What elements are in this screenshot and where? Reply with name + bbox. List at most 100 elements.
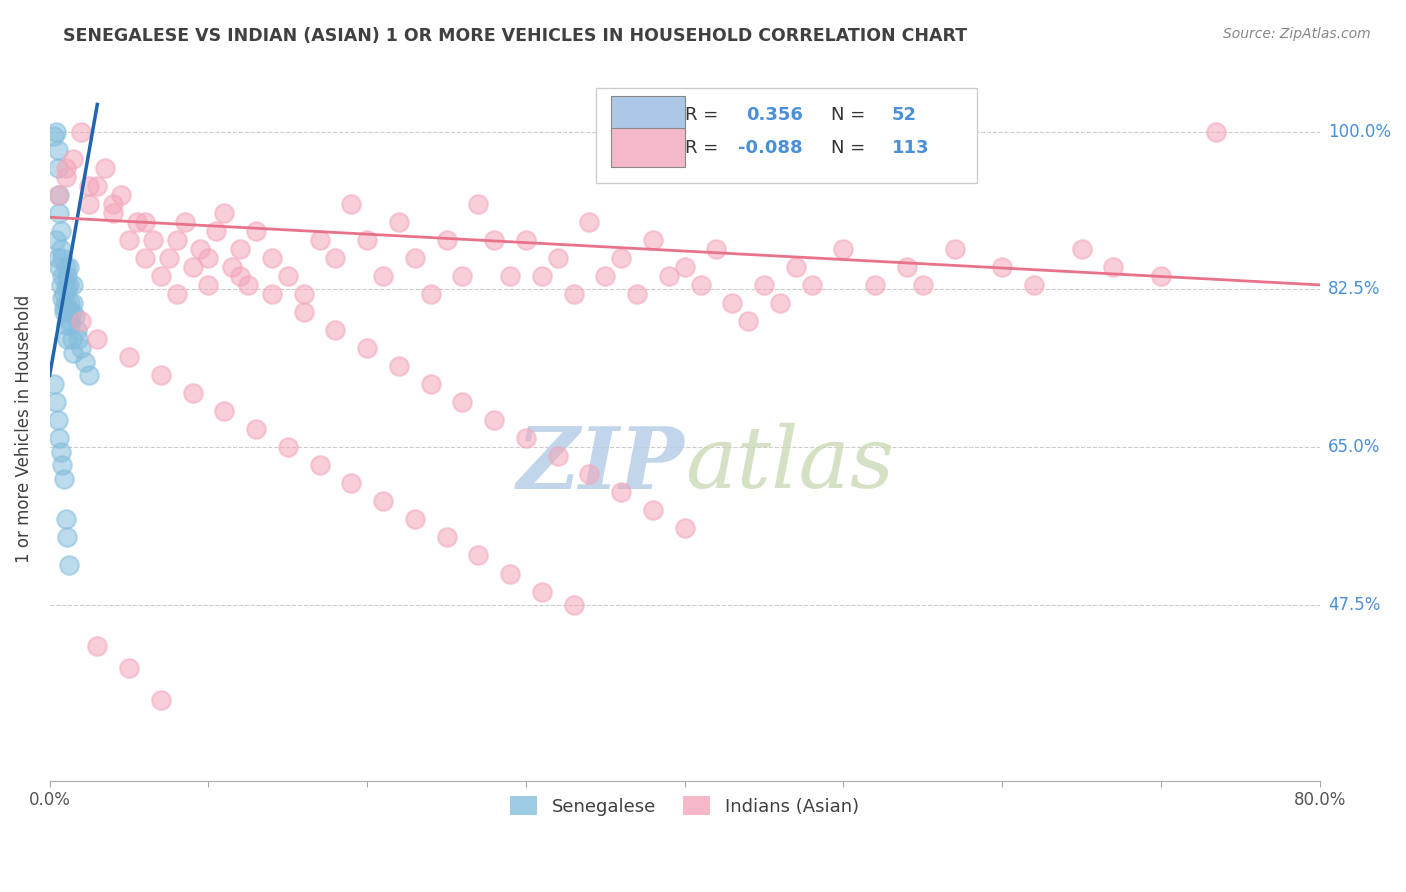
Point <box>62 345 84 359</box>
Point <box>673 521 696 535</box>
Point <box>371 494 394 508</box>
Point <box>467 196 489 211</box>
Point <box>70 341 93 355</box>
Point <box>134 251 156 265</box>
Point <box>325 251 347 265</box>
Point <box>641 233 664 247</box>
Point <box>48 205 70 219</box>
Point <box>52 472 75 486</box>
Point <box>482 413 505 427</box>
Point <box>66 323 89 337</box>
Point <box>67 332 90 346</box>
Point <box>48 260 70 274</box>
Point <box>260 251 283 265</box>
Point <box>118 350 141 364</box>
Point <box>56 282 79 296</box>
Point <box>943 242 966 256</box>
Point <box>800 277 823 292</box>
Point <box>52 301 75 315</box>
Point <box>292 287 315 301</box>
Point <box>214 404 236 418</box>
Point <box>404 512 426 526</box>
Point <box>55 512 77 526</box>
Point <box>530 584 553 599</box>
Point <box>51 292 73 306</box>
Point <box>49 277 72 292</box>
FancyBboxPatch shape <box>596 88 977 183</box>
Point <box>44 377 66 392</box>
Point <box>673 260 696 274</box>
Point <box>737 314 759 328</box>
Point <box>62 296 84 310</box>
Point <box>641 503 664 517</box>
Point <box>157 251 180 265</box>
Point <box>55 161 77 175</box>
Point <box>46 161 69 175</box>
Point <box>214 205 236 219</box>
Point <box>863 277 886 292</box>
Point <box>419 287 441 301</box>
Point <box>515 431 537 445</box>
Point <box>86 332 108 346</box>
Point <box>46 187 69 202</box>
Point <box>94 161 117 175</box>
Point <box>721 296 744 310</box>
Point <box>46 413 69 427</box>
Point <box>562 598 585 612</box>
Point <box>49 444 72 458</box>
Point <box>166 233 188 247</box>
Point <box>451 395 474 409</box>
Point <box>59 314 82 328</box>
Point <box>49 224 72 238</box>
Point <box>626 287 648 301</box>
Point <box>55 277 77 292</box>
Point <box>56 268 79 283</box>
Point <box>356 233 378 247</box>
Text: N =: N = <box>831 139 865 157</box>
Point <box>229 268 252 283</box>
Point <box>1102 260 1125 274</box>
Point <box>58 277 80 292</box>
Point <box>51 458 73 473</box>
Point <box>277 440 299 454</box>
Point <box>1205 124 1227 138</box>
Point <box>595 268 617 283</box>
Point <box>55 260 77 274</box>
Point <box>59 318 82 333</box>
Text: 100.0%: 100.0% <box>1329 122 1391 141</box>
Point <box>832 242 855 256</box>
Point <box>55 296 77 310</box>
Point <box>1070 242 1092 256</box>
Text: 82.5%: 82.5% <box>1329 280 1381 299</box>
Point <box>63 310 86 324</box>
Point <box>52 287 75 301</box>
Point <box>785 260 807 274</box>
Point <box>991 260 1014 274</box>
Point <box>467 549 489 563</box>
Point <box>658 268 681 283</box>
Text: 0.356: 0.356 <box>745 106 803 124</box>
Text: 52: 52 <box>891 106 917 124</box>
Point <box>181 260 204 274</box>
Point <box>578 215 600 229</box>
Text: atlas: atlas <box>685 423 894 506</box>
Point <box>46 143 69 157</box>
Point <box>118 661 141 675</box>
Point <box>277 268 299 283</box>
Point <box>149 268 172 283</box>
Point <box>173 215 195 229</box>
Point <box>245 224 267 238</box>
Point <box>142 233 165 247</box>
Point <box>118 233 141 247</box>
Point <box>181 386 204 401</box>
Point <box>1022 277 1045 292</box>
Point <box>149 693 172 707</box>
Point <box>236 277 259 292</box>
Point <box>451 268 474 283</box>
Point <box>52 305 75 319</box>
FancyBboxPatch shape <box>612 128 685 168</box>
Text: SENEGALESE VS INDIAN (ASIAN) 1 OR MORE VEHICLES IN HOUSEHOLD CORRELATION CHART: SENEGALESE VS INDIAN (ASIAN) 1 OR MORE V… <box>63 27 967 45</box>
Point <box>229 242 252 256</box>
Point <box>752 277 775 292</box>
Point <box>56 332 79 346</box>
